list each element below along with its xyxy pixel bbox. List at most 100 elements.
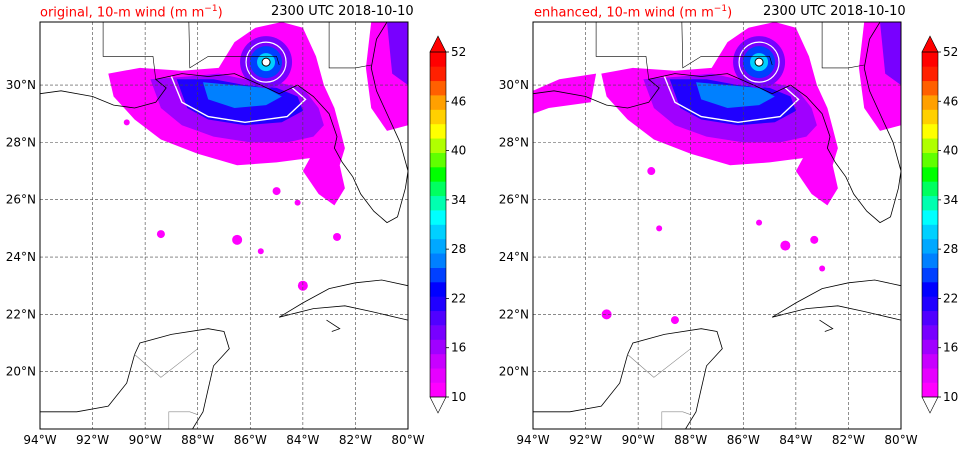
colorbar-tick-label: 52 [943,45,958,59]
colorbar-segment [430,353,446,369]
state-border-east [821,22,865,69]
wind-patch [123,119,130,126]
map-panel-original: 94°W 92°W 90°W 88°W 86°W 84°W 82°W 80°W 20°N 22°N… [6,21,466,447]
panel-title-original: original, 10-m wind (m m−1) [40,4,223,21]
colorbar-tick-label: 16 [451,341,466,355]
colorbar-segment [430,95,446,110]
lon-tick-label: 82°W [832,433,865,447]
colorbar-segment [922,195,938,211]
colorbar-tick-label: 22 [943,291,958,305]
map-content [40,22,408,429]
lat-tick-label: 20°N [6,365,36,379]
wind-patch [333,232,342,241]
colorbar-segment [430,195,446,211]
lon-tick-label: 88°W [674,433,707,447]
panel-time-enhanced: 2300 UTC 2018-10-10 [763,4,906,19]
lat-tick-label: 28°N [6,135,36,149]
eye-contour-line [738,41,780,83]
isla-juventud [819,319,834,332]
yucatan-border [661,411,691,429]
colorbar-segment [922,267,938,283]
lon-tick-label: 90°W [129,433,162,447]
colorbar-segment [430,138,446,153]
colorbar-segment [922,152,938,168]
wind-east-core [387,22,408,86]
colorbar-tick-label: 34 [943,193,958,207]
colorbar-segment [922,138,938,153]
wind-west-patch [533,73,597,114]
colorbar-segment [922,353,938,369]
wind-contour-24 [696,82,775,108]
gulf-coastline [40,73,408,224]
colorbar-frame [921,51,939,398]
yucatan-border [168,411,198,429]
lon-tick-label: 90°W [622,433,655,447]
colorbar-segment [922,167,938,182]
lon-tick-label: 86°W [727,433,760,447]
state-borders [188,22,280,69]
colorbar-tick-label: 28 [451,242,466,256]
colorbar-segment [430,109,446,125]
map-frame [532,21,902,430]
wind-patch [810,235,819,244]
wind-patch [272,187,281,196]
colorbar-segment [922,109,938,125]
colorbar-segment [922,368,938,383]
lat-tick-label: 24°N [499,250,529,264]
colorbar-segment [922,210,938,225]
wind-patch [656,225,663,232]
colorbar-tick-label: 22 [451,291,466,305]
colorbar-segment [922,95,938,110]
state-borders [681,22,773,69]
wind-patch [232,234,243,245]
colorbar-tick-label: 10 [943,390,958,404]
colorbar-segment [922,224,938,240]
wind-patch [819,265,826,272]
cuba-north-coast [278,279,408,318]
colorbar-segment [430,210,446,225]
colorbar-segment [922,296,938,312]
colorbar-segment [430,181,446,197]
colorbar-segment [922,310,938,326]
cuba-south-coast [772,305,901,321]
colorbar-tick-label: 40 [451,144,466,158]
colorbar-tick-label: 16 [943,341,958,355]
eye-center [261,57,271,67]
yucatan-coastline [40,328,230,429]
colorbar-segment [922,253,938,268]
colorbar-segment [430,282,446,297]
yucatan-state-border [627,348,691,378]
colorbar: 10 16 22 28 34 40 46 52 [429,35,466,414]
lat-tick-label: 26°N [499,193,529,207]
state-border-west [102,22,156,80]
colorbar-segment [922,238,938,254]
wind-patch [780,240,791,251]
colorbar-segment [430,52,446,67]
lon-tick-label: 80°W [884,433,917,447]
wind-east-core [880,22,901,86]
lat-tick-label: 22°N [6,307,36,321]
gulf-coastline [533,73,901,224]
colorbar: 10 16 22 28 34 40 46 52 [921,35,958,414]
colorbar-segment [922,52,938,67]
wind-patch [647,167,656,176]
wind-gulf-tail [302,142,345,206]
colorbar-segment [430,368,446,383]
wind-patch [297,280,308,291]
colorbar-segment [430,66,446,82]
colorbar-segment [430,296,446,312]
lat-tick-label: 24°N [6,250,36,264]
state-border-west [595,22,649,80]
colorbar-segment [430,123,446,139]
yucatan-state-border [134,348,198,378]
gridlines [533,22,901,429]
lon-tick-label: 82°W [339,433,372,447]
coastlines [533,22,901,429]
lat-tick-label: 28°N [499,135,529,149]
lat-tick-label: 30°N [6,78,36,92]
wind-patch [156,230,165,239]
colorbar-tick-label: 10 [451,390,466,404]
colorbar-tick-label: 52 [451,45,466,59]
